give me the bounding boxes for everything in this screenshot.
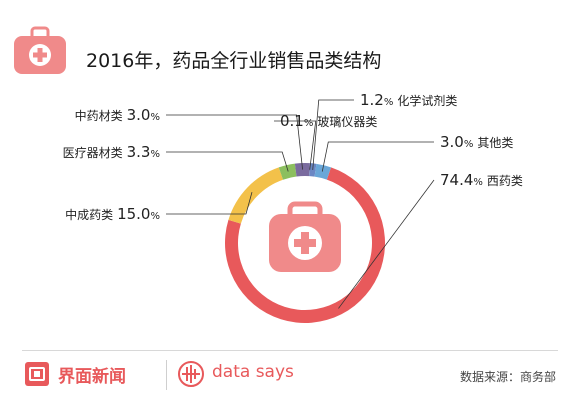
- leader-西药类: [338, 179, 435, 309]
- brand-logo-icon: [25, 362, 49, 386]
- label-unit: %: [473, 177, 483, 188]
- footer-divider: [22, 350, 558, 351]
- label-其他类: 3.0% 其他类: [440, 133, 513, 151]
- label-name: 中成药类: [65, 207, 113, 222]
- label-西药类: 74.4% 西药类: [440, 171, 523, 189]
- label-unit: %: [150, 149, 160, 160]
- leader-中药材类: [166, 114, 303, 170]
- label-中药材类: 中药材类 3.0%: [75, 106, 160, 124]
- slice-化学试剂类: [309, 163, 317, 177]
- leader-玻璃仪器类: [274, 120, 317, 170]
- label-name: 化学试剂类: [397, 93, 457, 108]
- data-says-label: data says: [212, 362, 294, 382]
- slice-医疗器材类: [278, 163, 297, 180]
- label-name: 西药类: [487, 174, 523, 188]
- label-unit: %: [150, 112, 160, 123]
- label-value: 3.0: [127, 106, 151, 124]
- label-医疗器材类: 医疗器材类 3.3%: [63, 143, 160, 161]
- slice-中药材类: [294, 163, 310, 177]
- center-medical-kit-icon: [269, 201, 341, 272]
- label-中成药类: 中成药类 15.0%: [65, 205, 160, 223]
- label-value: 1.2: [360, 91, 384, 109]
- label-unit: %: [304, 118, 314, 129]
- label-value: 3.3: [127, 143, 151, 161]
- label-value: 3.0: [440, 133, 464, 151]
- label-unit: %: [384, 97, 394, 108]
- data-source: 数据来源：商务部: [459, 370, 556, 384]
- label-玻璃仪器类: 0.1% 玻璃仪器类: [280, 112, 377, 130]
- leader-lines: [166, 99, 435, 309]
- data-says-icon: [178, 361, 204, 387]
- label-name: 中药材类: [75, 108, 123, 123]
- label-name: 玻璃仪器类: [317, 115, 377, 129]
- leader-中成药类: [166, 191, 253, 215]
- label-value: 0.1: [280, 112, 304, 130]
- label-unit: %: [150, 211, 160, 222]
- label-value: 74.4: [440, 171, 473, 189]
- leader-其他类: [321, 141, 434, 172]
- label-化学试剂类: 1.2% 化学试剂类: [360, 91, 457, 109]
- label-value: 15.0: [117, 205, 150, 223]
- leader-医疗器材类: [166, 151, 289, 172]
- label-name: 医疗器材类: [63, 146, 123, 160]
- slice-中成药类: [228, 167, 284, 224]
- slice-其他类: [314, 163, 332, 180]
- page-title: 2016年，药品全行业销售品类结构: [86, 50, 382, 72]
- label-name: 其他类: [477, 136, 513, 150]
- brand-name: 界面新闻: [58, 367, 126, 387]
- label-unit: %: [464, 139, 474, 150]
- footer-separator: [166, 360, 167, 390]
- leader-化学试剂类: [312, 99, 354, 170]
- medical-kit-icon: [14, 26, 66, 74]
